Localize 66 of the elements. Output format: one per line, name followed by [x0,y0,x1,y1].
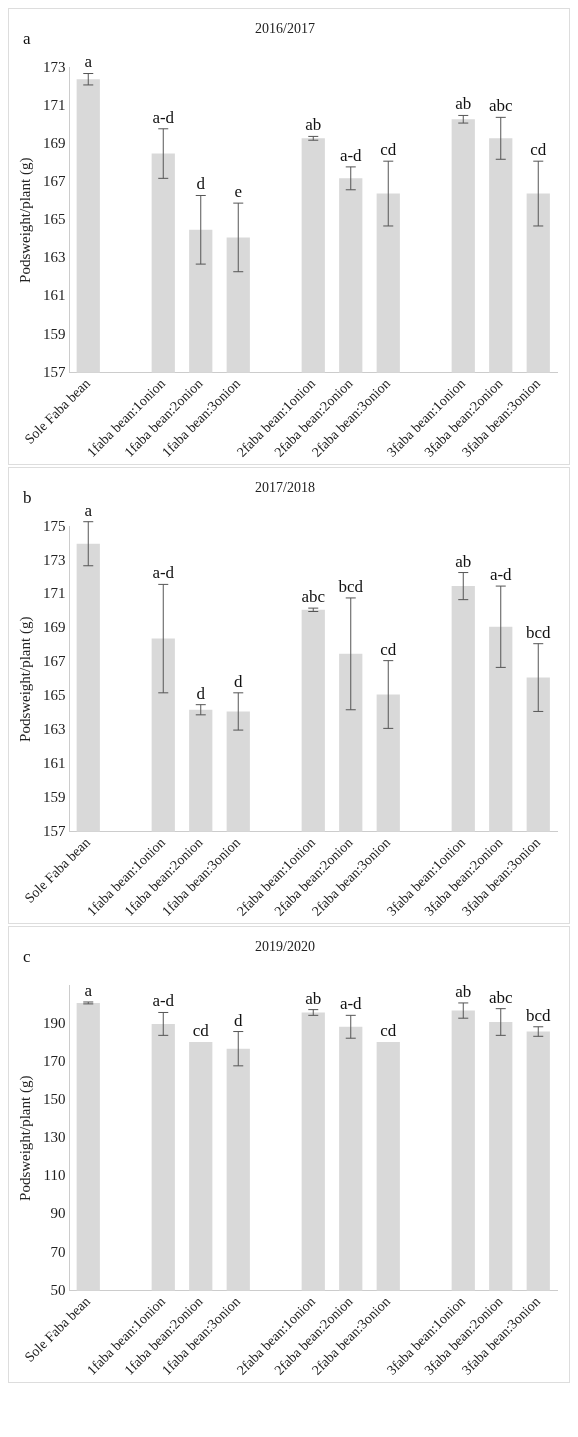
annotation: a-d [152,991,175,1011]
y-tick-label: 171 [43,585,66,602]
chart-title: 2017/2018 [255,480,315,496]
text: b [23,487,32,507]
text: a [23,28,31,48]
annotation: a-d [152,107,175,127]
y-axis-title: Podsweight/plant (g) [16,1075,34,1201]
chart-title: 2019/2020 [255,939,315,955]
y-tick-label: 165 [43,211,66,228]
y-tick-label: 150 [43,1091,66,1108]
y-tick-label: 165 [43,687,66,704]
y-tick-label: 169 [43,619,66,636]
y-tick-label: 157 [43,822,66,839]
annotation: abc [488,987,513,1007]
y-tick-label: 163 [43,249,66,266]
annotation: cd [192,1020,210,1040]
y-tick-label: 171 [43,96,66,113]
y-tick-label: 159 [43,325,66,342]
annotation: abc [301,587,326,607]
annotation: d [196,683,206,703]
annotation: d [196,174,206,194]
y-axis-title: Podsweight/plant (g) [16,616,34,742]
annotation: d [234,671,243,691]
y-tick-label: 50 [50,1281,66,1298]
annotation: e [234,182,243,202]
annotation: a-d [339,145,363,165]
annotation: ab [455,551,472,571]
y-tick-label: 130 [43,1129,66,1146]
annotation: bcd [525,622,552,642]
y-axis-title: Podsweight/plant (g) [16,157,34,283]
y-tick-label: 90 [50,1205,66,1222]
y-tick-label: 157 [43,363,66,380]
annotation: a-d [339,994,363,1014]
y-tick-label: 170 [43,1052,66,1069]
y-tick-label: 175 [43,517,66,534]
annotation: a [84,980,93,1000]
chart-title: 2016/2017 [255,21,315,37]
y-tick-label: 110 [43,1167,66,1184]
y-tick-label: 70 [50,1243,66,1260]
y-tick-label: 167 [43,653,66,670]
annotation: a [84,500,93,520]
annotation: ab [455,981,472,1001]
y-tick-label: 169 [43,134,66,151]
annotation: cd [380,140,397,160]
y-tick-label: 163 [43,721,66,738]
annotation: a-d [152,563,175,583]
y-tick-label: 190 [43,1014,66,1031]
annotation: d [234,1010,243,1030]
text: c [23,946,31,966]
y-tick-label: 159 [43,788,66,805]
annotation: cd [380,1020,397,1040]
y-tick-label: 161 [43,287,66,304]
annotation: a [84,52,93,72]
y-tick-label: 161 [43,754,66,771]
annotation: ab [455,94,472,114]
annotation: a-d [489,565,513,585]
annotation: abc [488,96,513,116]
annotation: bcd [338,576,364,596]
y-tick-label: 173 [43,551,66,568]
annotation: cd [530,140,547,160]
y-tick-label: 173 [43,58,66,75]
annotation: bcd [525,1005,552,1025]
annotation: ab [305,115,322,135]
annotation: cd [380,639,397,659]
y-tick-label: 167 [43,173,66,190]
annotation: ab [305,988,322,1008]
